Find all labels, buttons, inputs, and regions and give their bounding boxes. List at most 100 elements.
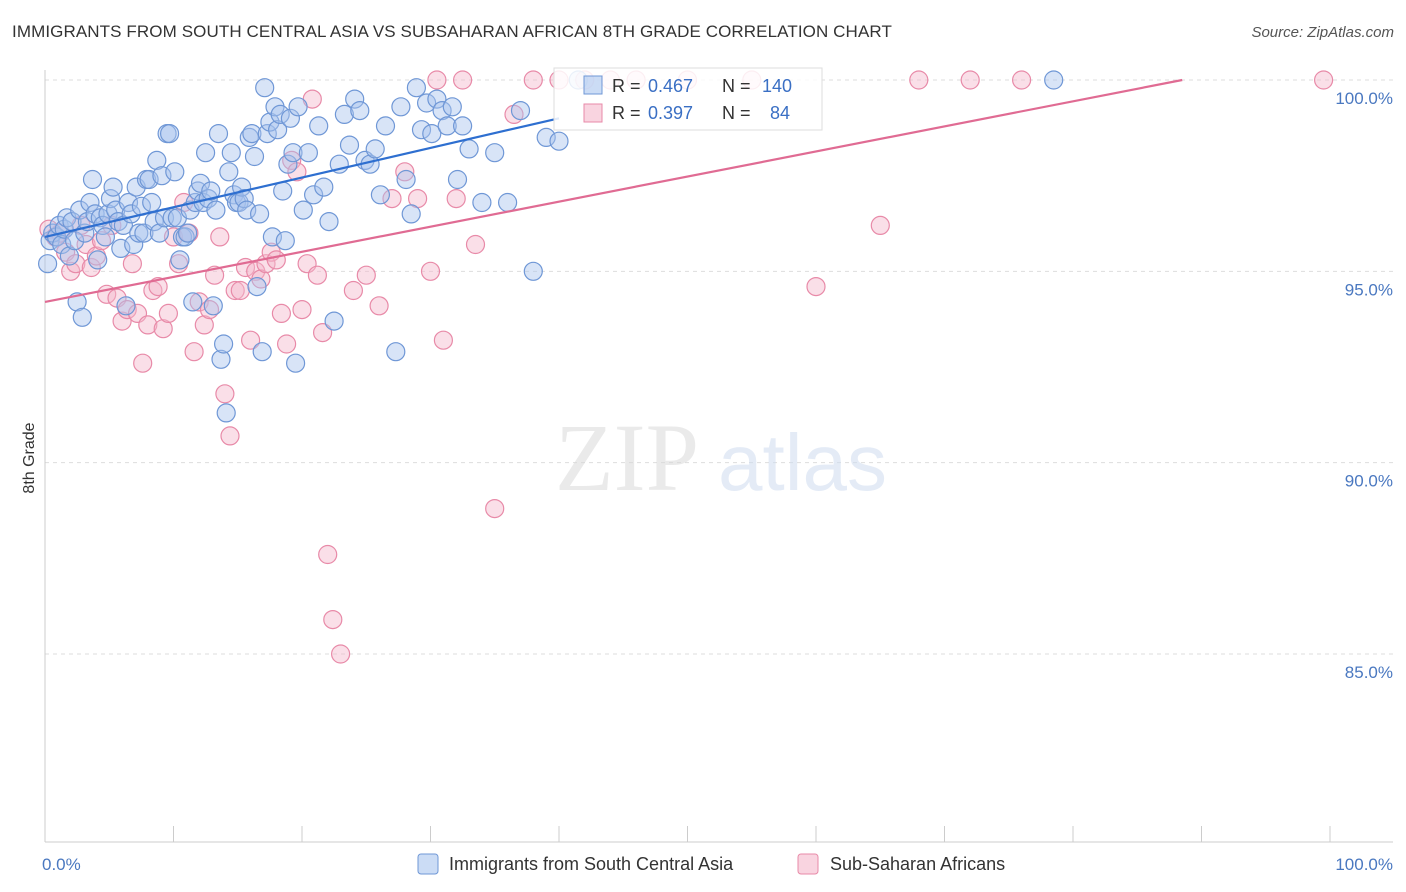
blue-point — [453, 116, 473, 136]
legend-n-label-1: N = — [722, 76, 751, 96]
blue-point — [536, 127, 556, 147]
pink-point — [331, 644, 351, 664]
x-tick-label-max: 100.0% — [1335, 855, 1393, 874]
blue-point — [82, 169, 103, 190]
pink-point — [184, 342, 204, 362]
blue-point — [386, 342, 406, 362]
blue-point — [88, 250, 108, 270]
legend-r-label-1: R = — [612, 76, 641, 96]
y-tick-label: 95.0% — [1345, 280, 1393, 299]
axes — [44, 70, 1393, 843]
blue-point — [417, 93, 437, 113]
pink-point — [292, 300, 312, 320]
blue-point — [345, 89, 365, 109]
pink-point — [241, 330, 261, 350]
pink-point — [453, 70, 473, 90]
blue-point — [411, 120, 432, 140]
pink-point — [148, 277, 168, 297]
blue-point — [142, 192, 162, 213]
legend-r-value-2: 0.397 — [648, 103, 693, 123]
blue-point — [459, 139, 479, 159]
pink-point — [81, 257, 101, 278]
blue-point — [221, 143, 241, 163]
blue-point — [437, 116, 457, 136]
bottom-legend-swatch-blue — [417, 853, 439, 875]
blue-point — [298, 143, 318, 163]
pink-point — [323, 609, 343, 630]
blue-point — [350, 100, 370, 121]
pink-point — [199, 300, 220, 320]
legend-r-value-1: 0.467 — [648, 76, 693, 96]
bottom-legend: Immigrants from South Central Asia Sub-S… — [417, 853, 1005, 875]
pink-point — [343, 280, 363, 301]
top-legend: R = 0.467 N = 140 R = 0.397 N = 84 — [553, 67, 823, 131]
pink-point — [465, 234, 486, 255]
blue-point — [80, 192, 100, 213]
blue-point — [252, 342, 272, 362]
y-axis-title: 8th Grade — [21, 422, 38, 493]
blue-point — [116, 296, 136, 316]
blue-point — [1044, 70, 1064, 90]
blue-point — [64, 231, 85, 251]
bottom-legend-swatch-pink — [797, 853, 819, 875]
y-tick-label: 90.0% — [1345, 472, 1393, 491]
blue-point — [286, 353, 306, 373]
blue-point — [149, 223, 169, 243]
pink-point — [230, 280, 250, 301]
blue-point — [510, 100, 531, 121]
pink-point — [210, 227, 230, 247]
blue-point — [178, 223, 198, 243]
blue-point — [401, 204, 421, 224]
pink-point — [870, 215, 890, 235]
blue-point — [170, 250, 190, 270]
blue-point — [95, 227, 116, 247]
blue-point — [442, 97, 462, 117]
blue-point — [255, 78, 275, 98]
legend-swatch-blue — [583, 75, 603, 95]
blue-point — [190, 173, 211, 193]
trend-line-pink — [44, 78, 1183, 304]
pink-point — [266, 250, 286, 270]
pink-point — [66, 254, 86, 274]
y-tick-labels: 100.0% 95.0% 90.0% 85.0% — [1335, 89, 1393, 682]
pink-point — [806, 277, 826, 297]
grid-lines — [45, 79, 1393, 655]
blue-point — [447, 169, 468, 190]
blue-point — [103, 177, 123, 197]
blue-point — [59, 246, 80, 266]
watermark: ZIP atlas — [555, 404, 887, 511]
blue-point — [334, 104, 354, 125]
trend-lines — [44, 78, 1183, 304]
blue-point — [432, 100, 452, 121]
series-blue-points — [37, 70, 1064, 423]
blue-point — [216, 403, 236, 423]
blue-point — [214, 334, 234, 354]
pink-point — [523, 70, 543, 90]
blue-point — [165, 162, 185, 182]
blue-point — [498, 192, 518, 213]
blue-point — [211, 349, 231, 369]
bottom-legend-label-blue: Immigrants from South Central Asia — [449, 854, 734, 874]
x-ticks — [44, 826, 1331, 842]
legend-r-label-2: R = — [612, 103, 641, 123]
blue-point — [304, 185, 324, 205]
blue-point — [375, 116, 396, 136]
blue-point — [275, 231, 295, 251]
pink-point — [225, 280, 245, 301]
blue-point — [365, 139, 385, 159]
blue-point — [391, 97, 411, 117]
legend-n-value-1: 140 — [762, 76, 792, 96]
blue-point — [549, 131, 569, 151]
pink-point — [138, 315, 158, 335]
pink-point — [427, 70, 447, 90]
blue-point — [523, 261, 543, 281]
pink-point — [194, 315, 214, 335]
trend-line-blue — [44, 117, 560, 238]
pink-point — [277, 334, 297, 354]
watermark-atlas: atlas — [718, 418, 887, 507]
blue-point — [183, 292, 203, 312]
blue-point — [247, 277, 267, 297]
blue-point — [242, 124, 262, 144]
pink-point — [420, 261, 441, 281]
blue-point — [234, 189, 254, 209]
